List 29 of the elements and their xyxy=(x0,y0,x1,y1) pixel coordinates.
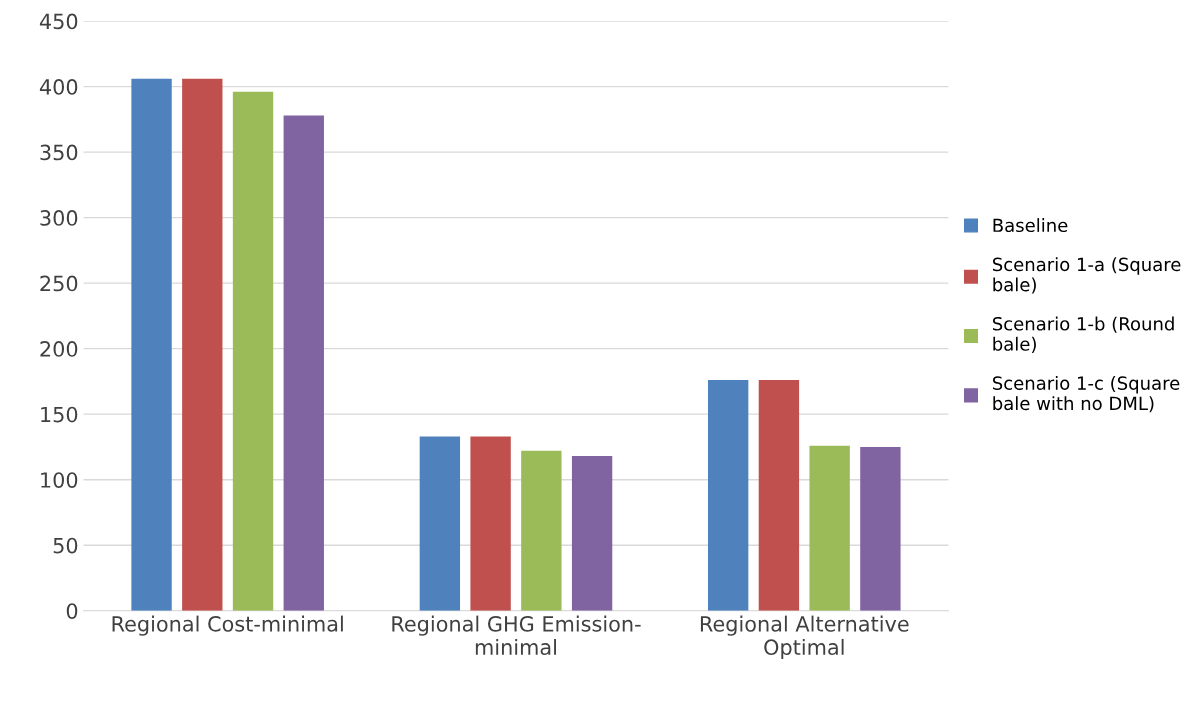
y-tick-label: 350 xyxy=(40,144,78,161)
bar xyxy=(283,115,324,611)
y-tick-label: 400 xyxy=(39,79,78,95)
x-tick-label: Regional Cost-minimal xyxy=(112,615,343,636)
y-tick-label: 250 xyxy=(40,275,78,292)
legend-label: Scenario 1-c (Square bale with no DML) xyxy=(992,375,1180,413)
bar xyxy=(419,436,461,611)
y-tick-label: 100 xyxy=(41,472,78,488)
bar xyxy=(707,380,749,611)
x-tick-label: Regional GHG Emission-minimal xyxy=(392,615,641,656)
legend-label: Baseline xyxy=(993,218,1068,233)
y-tick-label: 0 xyxy=(66,603,78,619)
bar xyxy=(809,445,850,611)
legend-label: Scenario 1-b (Round bale) xyxy=(992,316,1174,353)
bar xyxy=(232,91,274,611)
bar xyxy=(470,436,511,611)
y-tick-label: 150 xyxy=(41,406,78,423)
bar xyxy=(182,78,223,611)
y-tick-label: 300 xyxy=(40,210,78,226)
bar xyxy=(758,380,800,611)
y-tick-label: 450 xyxy=(39,13,78,30)
bar xyxy=(860,446,901,611)
bar xyxy=(131,78,172,611)
bar xyxy=(521,450,562,611)
bar xyxy=(571,456,613,611)
legend-label: Scenario 1-a (Square bale) xyxy=(992,257,1181,294)
y-tick-label: 200 xyxy=(40,341,78,357)
y-tick-label: 50 xyxy=(53,537,78,554)
x-tick-label: Regional Alternative Optimal xyxy=(700,615,909,660)
